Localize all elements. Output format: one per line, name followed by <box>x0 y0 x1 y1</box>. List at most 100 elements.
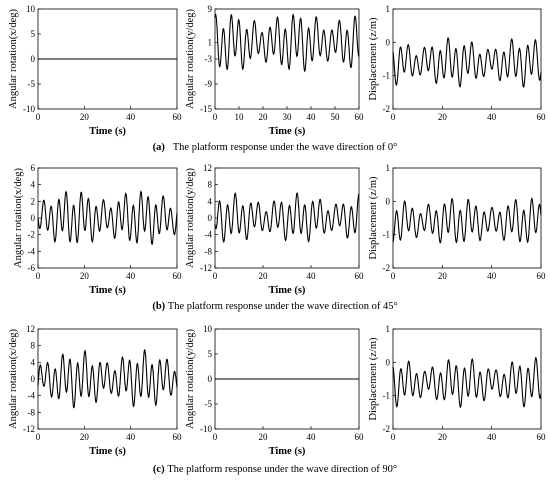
plot-frame <box>214 8 360 110</box>
chart-panel-a-1: -10 -5 0 5 10 0 20 40 60 Time (s) Angular rotation… <box>8 4 182 137</box>
x-tick-label: 0 <box>36 432 41 442</box>
x-tick-label: 0 <box>391 432 396 442</box>
caption-a-label: (a) <box>152 142 165 153</box>
x-tick-label: 40 <box>307 271 317 281</box>
x-tick-label: 40 <box>126 271 136 281</box>
y-tick-label: 0 <box>208 213 213 223</box>
y-tick-label: 6 <box>31 163 36 173</box>
x-axis-label: Time (s) <box>89 126 126 137</box>
y-tick-label: -4 <box>205 230 213 240</box>
y-tick-label: -5 <box>28 79 36 89</box>
x-tick-label: 40 <box>126 432 136 442</box>
y-axis-label: Displacement (z/m) <box>368 337 379 421</box>
y-tick-label: 0 <box>386 37 391 47</box>
caption-b-text: The platform response under the wave dir… <box>167 301 398 312</box>
x-tick-label: 50 <box>331 112 341 122</box>
y-tick-label: 12 <box>203 163 212 173</box>
x-tick-label: 60 <box>537 112 547 122</box>
y-tick-label: 5 <box>31 29 36 39</box>
y-axis-label: Angular rotation(y/deg) <box>185 167 196 268</box>
y-tick-label: -10 <box>200 424 212 434</box>
x-tick-label: 60 <box>537 432 547 442</box>
x-tick-label: 20 <box>438 432 448 442</box>
y-axis-label: Displacement (z/m) <box>368 176 379 260</box>
x-tick-label: 40 <box>307 112 317 122</box>
x-tick-label: 60 <box>355 432 365 442</box>
y-tick-label: -15 <box>200 104 212 114</box>
y-tick-label: 4 <box>31 180 36 190</box>
y-tick-label: 0 <box>208 374 213 384</box>
caption-a: (a) The platform response under the wave… <box>0 141 550 154</box>
x-tick-label: 0 <box>36 112 41 122</box>
x-tick-label: 40 <box>487 112 497 122</box>
y-tick-label: 0 <box>31 54 36 64</box>
x-tick-label: 40 <box>126 112 136 122</box>
y-tick-label: 8 <box>31 341 36 351</box>
x-tick-label: 40 <box>307 432 317 442</box>
y-tick-label: -8 <box>205 246 213 256</box>
chart-panel-c-2: -10 -5 0 5 10 0 20 40 60 Time (s) Angular rotation… <box>185 324 364 457</box>
y-tick-label: 1 <box>386 324 391 334</box>
x-tick-label: 60 <box>173 432 183 442</box>
x-tick-label: 0 <box>213 432 218 442</box>
x-tick-label: 0 <box>213 112 218 122</box>
plot-frame <box>37 328 178 430</box>
y-axis-label: Angular rotation(x/deg) <box>8 8 19 109</box>
y-tick-label: 8 <box>208 180 213 190</box>
series-line <box>37 190 178 246</box>
plot-frame <box>392 8 542 110</box>
x-tick-label: 60 <box>537 271 547 281</box>
x-tick-label: 20 <box>438 112 448 122</box>
y-tick-label: -6 <box>28 263 36 273</box>
y-tick-label: -8 <box>28 407 36 417</box>
series-line <box>214 192 360 243</box>
y-axis-label: Angular rotation(y/deg) <box>185 8 196 109</box>
series-line <box>392 37 542 89</box>
caption-b: (b) The platform response under the wave… <box>0 300 550 313</box>
x-tick-label: 20 <box>259 271 269 281</box>
x-tick-label: 0 <box>213 271 218 281</box>
y-tick-label: 2 <box>31 196 36 206</box>
caption-b-label: (b) <box>152 301 166 312</box>
y-tick-label: -4 <box>28 391 36 401</box>
x-tick-label: 40 <box>487 432 497 442</box>
y-tick-label: -1 <box>383 391 391 401</box>
x-tick-label: 0 <box>391 112 396 122</box>
y-tick-label: -1 <box>383 230 391 240</box>
x-tick-label: 10 <box>235 112 245 122</box>
x-tick-label: 60 <box>173 271 183 281</box>
y-tick-label: 4 <box>208 196 213 206</box>
x-tick-label: 20 <box>80 112 90 122</box>
x-axis-label: Time (s) <box>89 446 126 457</box>
y-axis-label: Angular rotation(x/deg) <box>13 167 24 268</box>
caption-c: (c) The platform response under the wave… <box>0 463 550 476</box>
caption-a-text: The platform response under the wave dir… <box>172 142 398 153</box>
y-axis-label: Angular rotation(y/deg) <box>185 328 196 429</box>
y-tick-label: -10 <box>23 104 35 114</box>
series-line <box>392 356 542 409</box>
y-tick-label: 4 <box>31 357 36 367</box>
chart-panel-c-1: -12 -8 -4 0 4 8 12 0 20 40 60 Time (s) Angular rotat… <box>8 324 182 457</box>
y-tick-label: -2 <box>383 424 391 434</box>
y-tick-label: 1 <box>208 37 213 47</box>
y-tick-label: -1 <box>383 71 391 81</box>
x-axis-label: Time (s) <box>269 285 306 296</box>
y-tick-label: -9 <box>205 79 213 89</box>
x-tick-label: 20 <box>80 271 90 281</box>
x-tick-label: 40 <box>487 271 497 281</box>
plot-frame <box>392 328 542 430</box>
x-tick-label: 20 <box>259 432 269 442</box>
x-axis-label: Time (s) <box>269 446 306 457</box>
x-tick-label: 30 <box>283 112 293 122</box>
y-tick-label: 1 <box>386 4 391 14</box>
x-tick-label: 0 <box>391 271 396 281</box>
y-tick-label: -12 <box>200 263 212 273</box>
y-tick-label: 0 <box>31 374 36 384</box>
plot-frame <box>37 167 178 269</box>
y-tick-label: 0 <box>386 196 391 206</box>
y-tick-label: 9 <box>208 4 213 14</box>
